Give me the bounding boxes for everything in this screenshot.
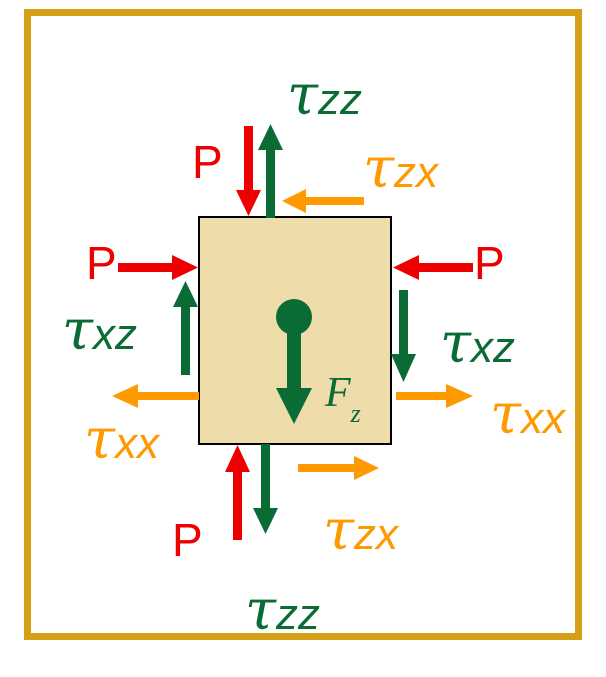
p-left-arrow	[118, 255, 198, 280]
tau-zx-top-arrow	[282, 189, 364, 213]
tau-xz-right-arrow	[391, 290, 416, 382]
tau-xz-left-arrow	[173, 281, 198, 375]
tau-zz-bottom-arrow	[253, 444, 278, 534]
gravity-force-arrow	[276, 299, 312, 424]
tau-zz-top-arrow	[258, 124, 283, 218]
gravity-force-label: Fz	[325, 370, 361, 428]
p-right-arrow	[393, 255, 473, 280]
tau-xz-left-label: τxz	[62, 298, 137, 363]
p-left-label: P	[86, 237, 117, 289]
tau-xx-right-arrow	[396, 384, 473, 408]
p-bottom-label: P	[172, 514, 203, 566]
tau-xx-right-label: τxx	[490, 382, 565, 447]
p-top-arrow	[236, 126, 261, 216]
tau-zz-bottom-label: τzz	[245, 578, 320, 643]
p-bottom-arrow	[225, 445, 250, 540]
tau-xz-right-label: τxz	[440, 311, 515, 376]
tau-zx-bottom-label: τzx	[323, 498, 398, 563]
tau-zx-top-label: τzx	[363, 136, 438, 201]
tau-zz-top-label: τzz	[287, 63, 362, 128]
tau-xx-left-label: τxx	[84, 407, 159, 472]
p-right-label: P	[474, 237, 505, 289]
tau-xx-left-arrow	[112, 384, 199, 408]
tau-zx-bottom-arrow	[298, 456, 379, 480]
p-top-label: P	[192, 136, 223, 188]
